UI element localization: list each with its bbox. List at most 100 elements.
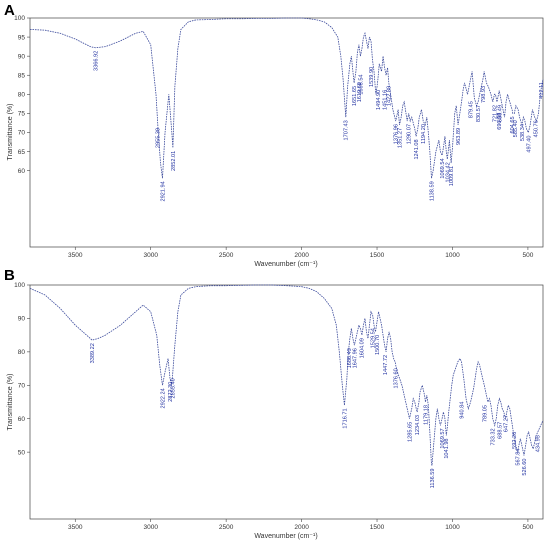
y-tick-label: 60 (18, 416, 26, 423)
x-tick-label: 1500 (370, 524, 385, 531)
panel-a-y-axis: 60 65 70 75 80 85 90 95 100 (14, 15, 30, 175)
x-tick-label: 2500 (219, 524, 234, 531)
peak-label: 1619.69 (357, 82, 363, 102)
peak-label: 450.76 (533, 120, 539, 137)
peak-label: 585.40 (513, 120, 519, 137)
peak-label: 940.84 (459, 402, 465, 419)
panel-b-y-axis: 50 60 70 80 90 100 (14, 282, 30, 456)
peak-label: 1539.90 (369, 67, 375, 87)
panel-b-plot-frame (29, 284, 544, 520)
y-tick-label: 95 (18, 34, 26, 41)
peak-label: 2852.01 (171, 151, 177, 171)
panel-b-x-axis: 3500 3000 2500 2000 1500 1000 500 (68, 519, 534, 531)
peak-label: 497.40 (526, 135, 532, 152)
peak-label: 1647.96 (353, 348, 359, 368)
peak-label: 647.27 (504, 415, 510, 432)
panel-a-plot-frame (29, 17, 544, 248)
peak-label: 879.45 (469, 101, 475, 118)
peak-label: 688.49 (497, 105, 503, 122)
peak-label: 434.95 (536, 435, 542, 452)
peak-label: 3389.22 (90, 343, 96, 363)
peak-label: 1285.65 (407, 422, 413, 442)
peak-label: 1494.90 (376, 90, 382, 110)
x-tick-label: 2000 (294, 524, 309, 531)
panel-a-x-axis: 3500 3000 2500 2000 1500 1000 500 (68, 247, 534, 259)
peak-label: 1290.07 (407, 124, 413, 144)
peak-label: 1041.98 (444, 438, 450, 458)
peak-label: 1179.18 (423, 405, 429, 425)
y-tick-label: 70 (18, 382, 26, 389)
panel-a-x-axis-title: Wavenumber (cm⁻¹) (254, 261, 317, 268)
peak-label: 1422.89 (387, 86, 393, 106)
peak-label: 688.57 (497, 422, 503, 439)
peak-label: 1009.81 (449, 166, 455, 186)
peak-label: 1608.54 (359, 74, 365, 94)
peak-label: 1376.96 (394, 124, 400, 144)
x-tick-label: 1000 (445, 524, 460, 531)
y-tick-label: 65 (18, 149, 26, 156)
y-tick-label: 80 (18, 349, 26, 356)
x-tick-label: 1500 (370, 252, 385, 259)
peak-label: 1651.65 (352, 86, 358, 106)
peak-label: 412.11 (539, 82, 545, 99)
peak-label: 1241.08 (414, 139, 420, 159)
peak-label: 1194.20 (421, 124, 427, 144)
x-tick-label: 2000 (294, 252, 309, 259)
panel-a: A 60 65 70 75 80 85 90 95 100 3500 3000 2500 2000 15… (4, 2, 545, 268)
y-tick-label: 60 (18, 168, 26, 175)
peak-label: 3366.92 (93, 51, 99, 71)
peak-label: 830.57 (476, 105, 482, 122)
y-tick-label: 90 (18, 53, 26, 60)
panel-b-letter: B (4, 267, 15, 284)
peak-label: 1447.72 (383, 355, 389, 375)
x-tick-label: 2500 (219, 252, 234, 259)
x-tick-label: 500 (522, 252, 533, 259)
panel-b-y-axis-title: Transmittance (%) (7, 374, 14, 431)
panel-b-x-axis-title: Wavenumber (cm⁻¹) (254, 533, 317, 540)
panel-a-letter: A (4, 2, 15, 19)
x-tick-label: 500 (522, 524, 533, 531)
x-tick-label: 3000 (143, 252, 158, 259)
panel-a-y-axis-title: Transmittance (%) (7, 104, 14, 161)
peak-label: 2955.39 (155, 128, 161, 148)
peak-label: 1529.54 (371, 328, 377, 348)
panel-a-peak-labels: 3366.92 2955.39 2921.94 2852.01 1707.43 1651.… (93, 51, 545, 202)
peak-label: 789.05 (482, 405, 488, 422)
peak-label: 1604.09 (359, 338, 365, 358)
peak-label: 798.93 (481, 86, 487, 103)
peak-label: 526.60 (522, 458, 528, 475)
peak-label: 1034.42 (445, 162, 451, 182)
peak-label: 1234.03 (415, 415, 421, 435)
peak-label: 963.89 (456, 128, 462, 145)
y-tick-label: 90 (18, 316, 26, 323)
peak-label: 538.34 (520, 124, 526, 141)
peak-label: 2872.30 (168, 382, 174, 402)
y-tick-label: 85 (18, 72, 26, 79)
peak-label: 733.32 (491, 428, 497, 445)
peak-label: 1500.70 (375, 335, 381, 355)
y-tick-label: 100 (14, 15, 25, 22)
peak-label: 1376.60 (394, 368, 400, 388)
y-tick-label: 75 (18, 111, 26, 118)
peak-label: 1069.57 (440, 428, 446, 448)
peak-label: 2921.94 (160, 181, 166, 201)
panel-b-spectrum-line (29, 284, 544, 466)
y-tick-label: 100 (14, 282, 25, 289)
panel-a-spectrum-line (29, 17, 544, 179)
peak-label: 567.84 (516, 448, 522, 465)
peak-label: 690.58 (497, 113, 503, 130)
peak-label: 1716.71 (342, 408, 348, 428)
peak-label: 1136.59 (430, 469, 436, 489)
panel-b: B 50 60 70 80 90 100 3500 3000 2500 2000 1500 1000… (4, 267, 544, 540)
peak-label: 2922.24 (160, 388, 166, 408)
peak-label: 1686.49 (347, 348, 353, 368)
x-tick-label: 3500 (68, 524, 83, 531)
x-tick-label: 1000 (445, 252, 460, 259)
y-tick-label: 80 (18, 92, 26, 99)
peak-label: 1707.43 (344, 120, 350, 140)
peak-label: 1451.16 (382, 90, 388, 110)
x-tick-label: 3000 (143, 524, 158, 531)
peak-label: 1069.54 (440, 158, 446, 178)
